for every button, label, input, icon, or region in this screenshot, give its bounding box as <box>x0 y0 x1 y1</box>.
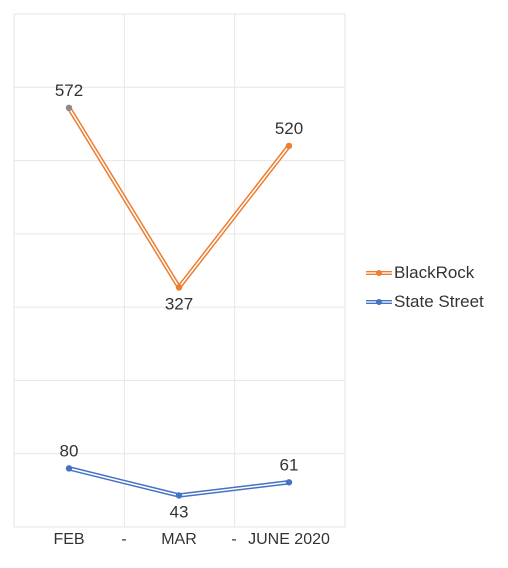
legend-label-state-street: State Street <box>394 291 484 311</box>
x-tick-label: MAR <box>161 531 197 548</box>
legend-marker-blackrock <box>366 269 392 276</box>
x-tick-label: - <box>121 531 126 548</box>
data-point-blackrock <box>285 142 293 150</box>
data-label-blackrock: 572 <box>55 81 83 100</box>
series-line-inner-blackrock <box>68 107 290 289</box>
legend-item-blackrock: BlackRock <box>366 258 484 287</box>
data-label-blackrock: 520 <box>275 119 303 138</box>
legend-label-blackrock: BlackRock <box>394 262 475 282</box>
data-labels: 572 327 520 80 43 61 <box>55 81 303 522</box>
series-line-state-street <box>68 466 290 498</box>
data-point-state-street <box>65 465 73 472</box>
series-layer <box>65 104 293 499</box>
data-point-state-street <box>175 492 183 499</box>
data-point-blackrock <box>175 284 183 291</box>
legend-marker-state-street <box>366 298 392 305</box>
data-point-state-street <box>285 479 293 486</box>
legend: BlackRock State Street <box>366 258 484 316</box>
x-tick-label: FEB <box>53 531 84 548</box>
x-tick-label: - <box>231 531 236 548</box>
data-label-state-street: 80 <box>60 441 79 460</box>
gridlines <box>13 13 346 528</box>
x-axis-tick-labels: FEB - MAR - JUNE 2020 <box>53 531 330 548</box>
x-tick-label: JUNE 2020 <box>248 531 330 548</box>
series-line-blackrock <box>67 106 291 292</box>
legend-item-state-street: State Street <box>366 287 484 316</box>
data-label-blackrock: 327 <box>165 294 193 313</box>
series-line-inner-state-street <box>68 467 290 497</box>
data-point-blackrock <box>65 104 73 112</box>
data-label-state-street: 61 <box>280 455 299 474</box>
data-label-state-street: 43 <box>170 502 189 521</box>
